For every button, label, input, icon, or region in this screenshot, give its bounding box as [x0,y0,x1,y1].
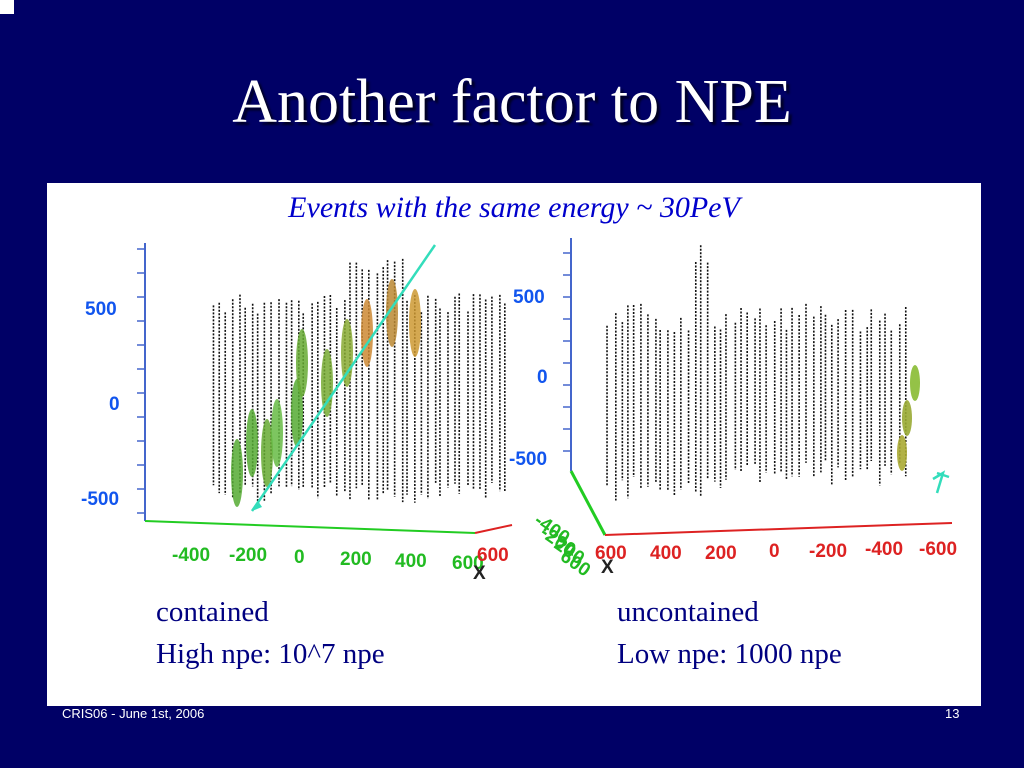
right-depth-axis [569,470,607,536]
right-ytick-neg500: -500 [509,449,547,470]
caption-right-title: uncontained [617,596,759,628]
right-xtick-400: 400 [650,543,682,564]
slide-title: Another factor to NPE [232,68,792,136]
left-xtick-400: 400 [395,551,427,572]
left-xtick-neg200: -200 [229,545,267,566]
right-x-axis [604,522,953,536]
hit-cluster [897,435,907,471]
left-ytick-neg500: -500 [81,489,119,510]
left-xtick-0: 0 [294,547,305,568]
caption-right: uncontained Low npe: 1000 npe [617,591,842,675]
right-strings [606,245,907,501]
hit-cluster [231,439,243,507]
right-xtick-0: 0 [769,541,780,562]
hit-cluster [261,419,273,487]
right-hits [897,365,920,471]
right-xtick-neg600: -600 [919,539,957,560]
hit-cluster [246,409,258,477]
hit-cluster [409,289,421,357]
left-xtick-600: 600 [452,553,484,574]
hit-cluster [386,279,398,347]
left-ytick-500: 500 [85,299,117,320]
left-muon-track [250,244,437,512]
right-vertical-ticks [563,252,571,452]
right-xtick-600: 600 [595,543,627,564]
caption-right-npe: Low npe: 1000 npe [617,638,842,670]
right-track-arrow [932,470,950,494]
right-ytick-500: 500 [513,287,545,308]
left-xtick-neg400: -400 [172,545,210,566]
left-x-axis [474,524,513,534]
left-strings [212,258,506,503]
caption-left: contained High npe: 10^7 npe [156,591,385,675]
right-xtick-200: 200 [705,543,737,564]
left-xtick-200: 200 [340,549,372,570]
figure-subtitle: Events with the same energy ~ 30PeV [288,191,740,224]
hit-cluster [910,365,920,401]
footer-conference: CRIS06 - June 1st, 2006 [62,706,205,721]
figure-panel: Events with the same energy ~ 30PeV 500 … [47,183,981,706]
left-x-axis-letter: X [473,563,486,584]
left-hits [231,279,421,507]
hit-cluster [902,400,912,436]
hit-cluster [321,349,333,417]
hit-cluster [361,299,373,367]
left-ytick-0: 0 [109,394,120,415]
right-xtick-neg400: -400 [865,539,903,560]
right-x-axis-letter: X [601,557,614,578]
left-partial-label: 600 [477,545,509,566]
corner-mark [0,0,14,14]
hit-cluster [296,329,308,397]
right-xtick-neg200: -200 [809,541,847,562]
left-event-display: 500 0 -500 -400 -200 0 200 400 600 600 X [81,243,513,584]
caption-left-npe: High npe: 10^7 npe [156,638,385,670]
right-ytick-0: 0 [537,367,548,388]
hit-cluster [291,379,303,447]
caption-left-title: contained [156,596,269,628]
event-displays: 500 0 -500 -400 -200 0 200 400 600 600 X… [81,238,957,584]
hit-cluster [341,319,353,387]
right-event-display: 500 0 -500 -400 -200 200 600 600 400 200… [509,238,957,581]
left-vertical-ticks [137,248,145,514]
left-bottom-axis [144,520,476,534]
left-track-arrow [252,501,262,511]
hit-cluster [271,399,283,467]
footer-page-number: 13 [945,706,960,721]
